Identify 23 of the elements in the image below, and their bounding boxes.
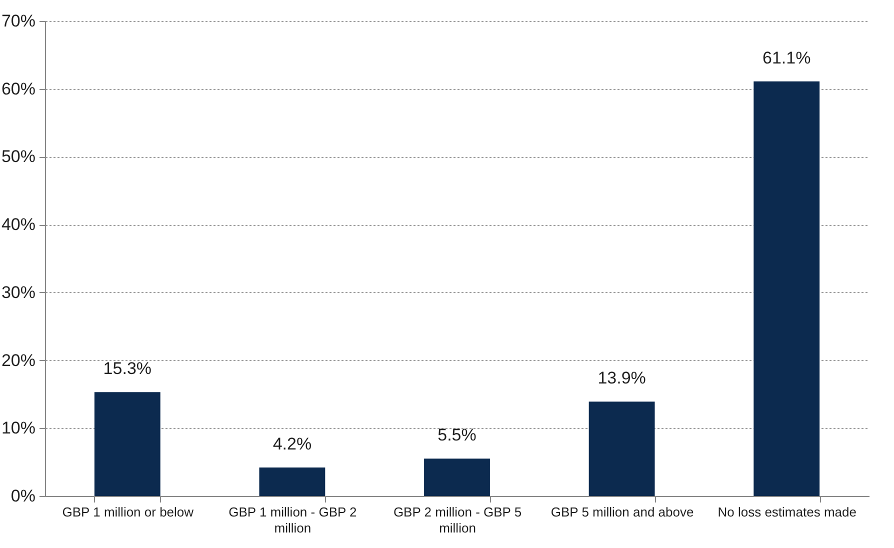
bar	[754, 81, 820, 496]
data-label: 61.1%	[762, 48, 811, 68]
x-tick-label: GBP 1 million or below	[62, 504, 194, 520]
bar	[259, 468, 326, 496]
y-tick-label: 60%	[1, 79, 36, 98]
y-tick-label: 0%	[10, 486, 36, 506]
x-tick-label: GBP 2 million - GBP 5 million	[393, 504, 522, 536]
data-label: 15.3%	[103, 359, 152, 378]
y-tick-label: 10%	[1, 418, 36, 438]
data-label: 13.9%	[598, 368, 646, 388]
y-tick-label: 50%	[1, 147, 36, 166]
data-label: 5.5%	[438, 426, 476, 445]
y-tick-label: 30%	[1, 282, 36, 302]
bar	[424, 458, 490, 496]
x-tick-label: GBP 5 million and above	[550, 504, 694, 520]
x-tick-label: GBP 1 million - GBP 2 million	[228, 504, 357, 536]
y-tick-label: 70%	[1, 12, 36, 30]
y-tick-label: 20%	[1, 350, 36, 370]
data-label: 4.2%	[272, 434, 312, 454]
y-tick-label: 40%	[1, 215, 36, 234]
bar	[588, 402, 655, 496]
x-tick-label: No loss estimates made	[718, 504, 856, 520]
bar	[94, 392, 160, 496]
